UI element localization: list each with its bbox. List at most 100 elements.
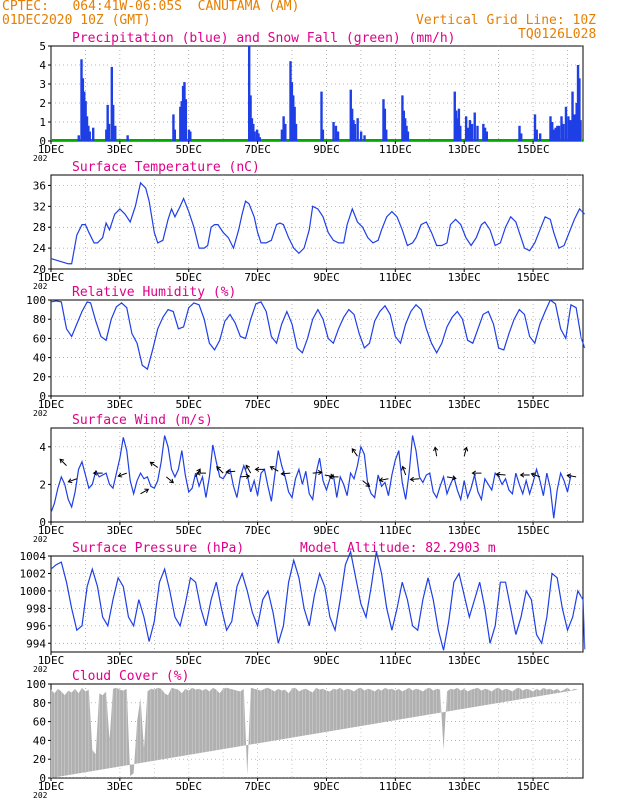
precip-bar [293, 106, 296, 141]
cloud-ytick-label: 20 [33, 753, 46, 766]
precip-bar [482, 123, 485, 141]
precip-bar [562, 123, 565, 141]
precip-bar [518, 125, 521, 141]
cloud-xtick-label: 15DEC [517, 780, 550, 793]
humidity-ytick-label: 40 [33, 352, 46, 365]
precip-bar [571, 91, 574, 141]
wind-arrow-head [317, 470, 323, 476]
humidity-ytick-label: 20 [33, 371, 46, 384]
wind-arrow [226, 470, 236, 473]
precip-bar [385, 129, 388, 141]
pressure-year-label: 202 [33, 665, 48, 674]
temperature-title: Surface Temperature (nC) [72, 160, 260, 175]
temperature-xtick-label: 11DEC [379, 271, 412, 284]
precip-bar [576, 65, 580, 141]
precip-bar [85, 116, 89, 141]
wind-xtick-label: 13DEC [448, 524, 481, 537]
precip-bar [456, 118, 459, 141]
temperature-ytick-label: 36 [33, 179, 46, 192]
wind-arrow-head [59, 458, 65, 464]
precip-xtick-label: 3DEC [107, 143, 134, 156]
cloud-xtick-label: 11DEC [379, 780, 412, 793]
wind-arrow [270, 466, 279, 472]
precip-bar [80, 59, 83, 141]
wind-arrow-head [351, 448, 357, 453]
precip-bar [81, 78, 85, 141]
pressure-xtick-label: 13DEC [448, 654, 481, 667]
precip-ytick-label: 0 [39, 135, 46, 148]
wind-arrow [312, 471, 322, 474]
precip-bar [105, 129, 108, 141]
wind-xtick-label: 3DEC [107, 524, 134, 537]
precip-bar [359, 131, 363, 141]
wind-arrow [362, 480, 370, 487]
precip-title: Precipitation (blue) and Snow Fall (gree… [72, 31, 456, 46]
precip-bar [551, 122, 554, 141]
wind-arrow-head [401, 465, 407, 471]
wind-line [50, 435, 572, 519]
wind-arrow-head [495, 471, 501, 478]
wind-arrow-head [365, 482, 371, 488]
precip-bar [470, 123, 474, 141]
wind-arrow-head [463, 446, 469, 452]
precip-bar [257, 133, 260, 141]
humidity-ytick-label: 100 [26, 294, 46, 307]
precip-bar [556, 125, 559, 141]
precip-bar [250, 118, 254, 141]
cloud-ytick-label: 60 [33, 716, 46, 729]
temperature-ytick-label: 20 [33, 263, 46, 276]
wind-xtick-label: 9DEC [313, 524, 340, 537]
humidity-ytick-label: 0 [39, 390, 46, 403]
wind-arrow [150, 461, 159, 468]
pressure-ytick-label: 996 [26, 620, 46, 633]
cloud-title: Cloud Cover (%) [72, 669, 189, 684]
precip-bar [564, 106, 568, 141]
cloud-area [51, 687, 578, 778]
precip-bar [383, 108, 387, 141]
temperature-ytick-label: 32 [33, 200, 46, 213]
humidity-xtick-label: 13DEC [448, 398, 481, 411]
wind-arrow-head [280, 471, 286, 477]
humidity-title: Relative Humidity (%) [72, 285, 236, 300]
precip-bar [578, 78, 581, 141]
precip-ytick-label: 5 [39, 40, 46, 53]
precip-xtick-label: 5DEC [175, 143, 202, 156]
wind-arrow [216, 466, 224, 474]
precip-bar [579, 120, 582, 141]
wind-arrow [351, 448, 358, 457]
precip-bar [535, 129, 538, 141]
cloud-ytick-label: 0 [39, 772, 46, 785]
precip-bar [464, 116, 468, 141]
precip-bar [336, 131, 340, 141]
precip-xtick-label: 9DEC [313, 143, 340, 156]
precip-bar [290, 82, 294, 141]
precip-bar [575, 103, 578, 141]
precip-bar [320, 91, 323, 141]
temperature-xtick-label: 1DEC [38, 271, 65, 284]
precip-ytick-label: 4 [39, 59, 46, 72]
precip-bar [560, 116, 563, 141]
pressure-xtick-label: 1DEC [38, 654, 65, 667]
wind-arrow [240, 475, 250, 478]
cloud-xtick-label: 7DEC [244, 780, 271, 793]
wind-arrow-head [245, 464, 250, 470]
wind-arrow-head [67, 478, 73, 484]
precip-frame [50, 45, 584, 142]
cloud-xtick-label: 13DEC [448, 780, 481, 793]
humidity-xtick-label: 11DEC [379, 398, 412, 411]
wind-arrow [245, 465, 252, 474]
temperature-xtick-label: 7DEC [244, 271, 271, 284]
precip-bar [114, 125, 117, 141]
pressure-xtick-label: 9DEC [313, 654, 340, 667]
precip-bar [179, 106, 182, 141]
precip-bar [538, 133, 542, 141]
wind-ytick-label: 0 [39, 516, 46, 529]
precip-bar [294, 123, 298, 141]
wind-arrow [463, 447, 468, 457]
precip-bar [552, 129, 556, 141]
precip-bar [483, 127, 487, 141]
precip-bar [126, 135, 129, 141]
humidity-ytick-label: 80 [33, 313, 46, 326]
humidity-ytick-label: 60 [33, 332, 46, 345]
